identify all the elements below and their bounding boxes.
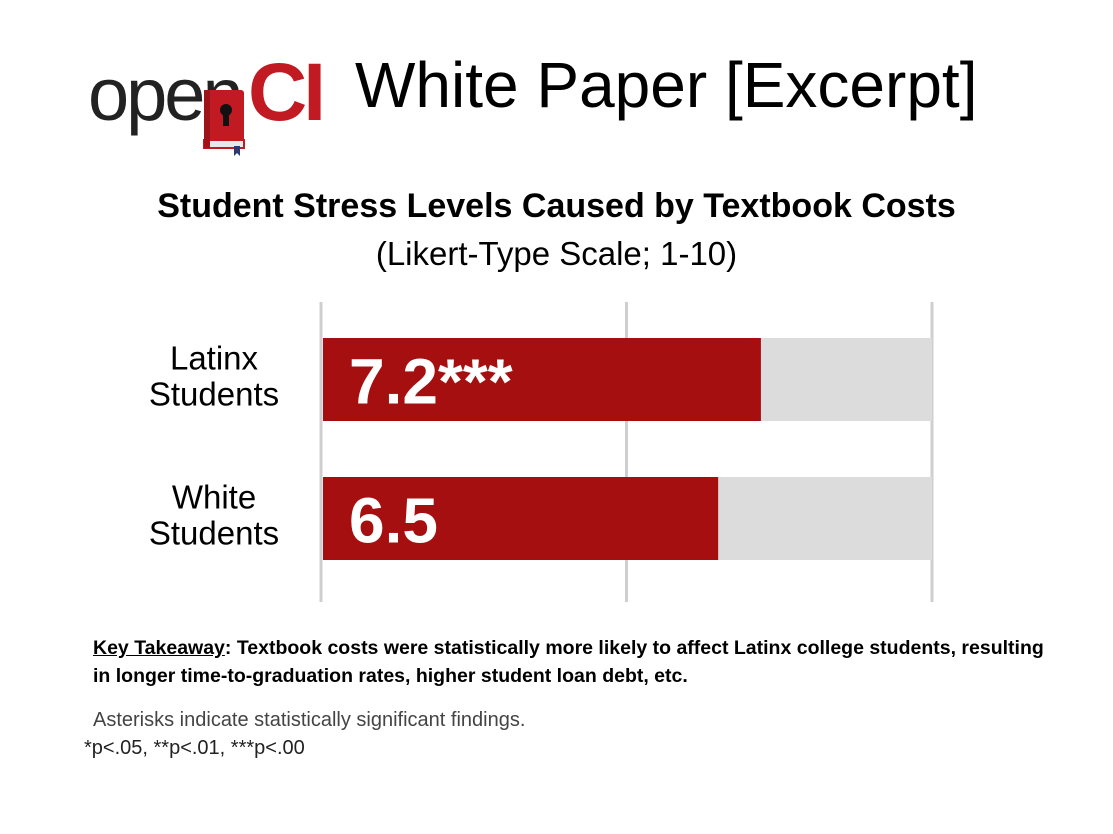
p-value-legend: *p<.05, **p<.01, ***p<.00 (84, 737, 305, 759)
chart-subtitle: (Likert-Type Scale; 1-10) (375, 235, 738, 272)
category-label-0: Latinx Students (149, 340, 279, 413)
locked-book-icon (203, 90, 245, 156)
header: open CI White Paper [Excerpt] (0, 0, 1113, 170)
category-label-line: White (172, 479, 256, 516)
logo-text-ci: CI (248, 47, 326, 138)
key-takeaway: Key Takeaway: Textbook costs were statis… (93, 634, 1053, 690)
bar-1 (323, 477, 719, 560)
category-label-line: Students (149, 515, 279, 552)
bar-value-label-0: 7.2*** (349, 346, 513, 418)
key-takeaway-label: Key Takeaway (93, 637, 225, 659)
chart-title: Student Stress Levels Caused by Textbook… (157, 187, 956, 225)
opencl-logo: open CI (88, 40, 338, 160)
key-takeaway-text: : Textbook costs were statistically more… (93, 637, 1044, 687)
category-label-1: White Students (149, 479, 279, 552)
significance-note: Asterisks indicate statistically signifi… (93, 709, 526, 731)
category-label-line: Students (149, 376, 279, 413)
bar-value-label-1: 6.5 (349, 485, 438, 557)
paper-title: White Paper [Excerpt] (355, 49, 978, 121)
category-label-line: Latinx (170, 340, 259, 377)
bar-0 (323, 338, 761, 421)
